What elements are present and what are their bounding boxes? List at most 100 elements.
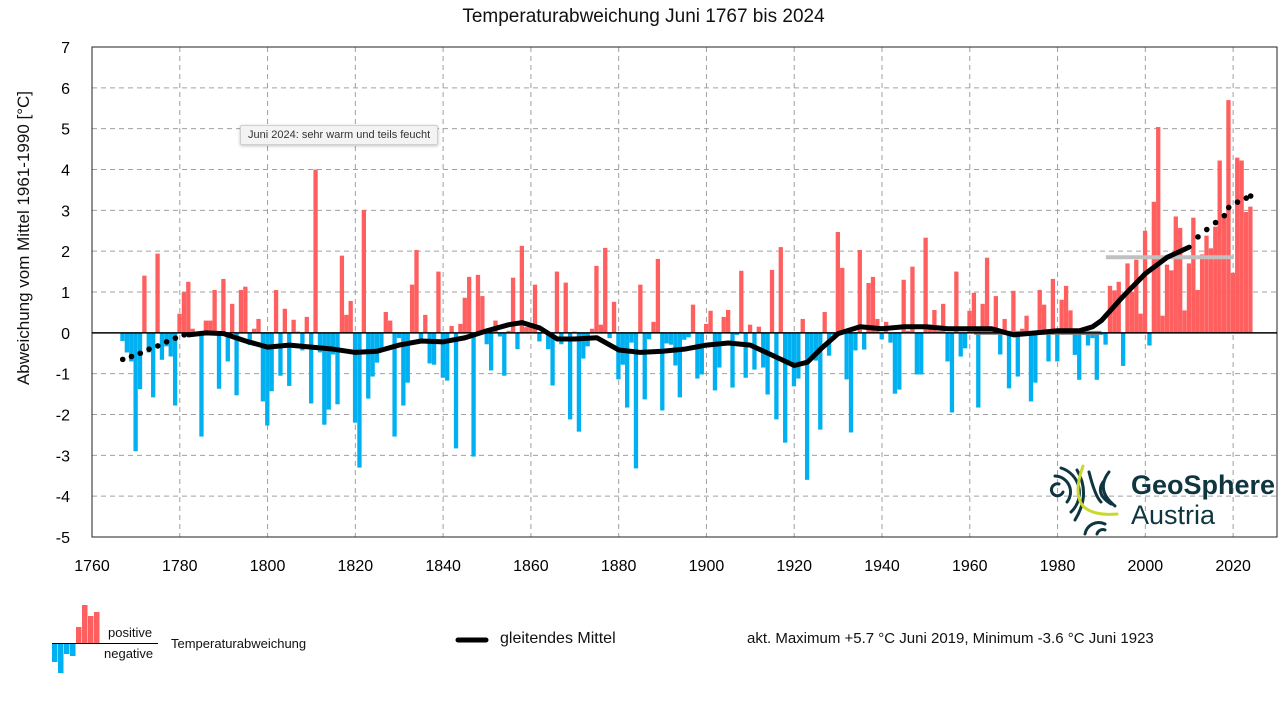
bar-negative <box>607 332 612 339</box>
bar-negative <box>330 332 336 355</box>
bar-positive <box>704 323 709 333</box>
bar-positive <box>436 271 441 333</box>
moving-average-dot <box>146 346 152 352</box>
bar-negative <box>488 332 494 371</box>
y-tick-label: 0 <box>61 326 70 343</box>
bar-negative <box>743 332 748 378</box>
bar-positive <box>348 300 353 333</box>
bar-positive <box>1239 160 1244 333</box>
x-tick-label: 1840 <box>425 558 461 575</box>
bar-positive <box>866 283 871 333</box>
bar-negative <box>949 332 955 413</box>
bar-positive <box>739 270 744 333</box>
bar-positive <box>256 318 261 333</box>
bar-positive <box>835 231 840 333</box>
moving-average-dot <box>1212 219 1219 226</box>
legend-line-label: gleitendes Mittel <box>500 630 616 647</box>
bar-positive <box>142 275 147 333</box>
x-tick-label: 1820 <box>338 558 374 575</box>
bar-positive <box>208 320 213 333</box>
bar-negative <box>418 332 424 340</box>
bar-positive <box>971 292 977 333</box>
bar-negative <box>234 332 239 396</box>
bar-negative <box>765 332 770 395</box>
bar-negative <box>791 332 797 387</box>
bar-positive <box>519 245 524 333</box>
bar-positive <box>273 289 279 333</box>
bar-positive <box>190 328 195 333</box>
bar-negative <box>269 332 274 392</box>
bar-positive <box>1020 328 1025 333</box>
moving-average-dot <box>163 339 170 345</box>
bar-positive <box>506 330 511 333</box>
bar-negative <box>774 332 779 420</box>
legend-marks <box>52 605 489 673</box>
y-axis-label: Abweichung vom Mittel 1961-1990 [°C] <box>14 90 33 386</box>
bar-negative <box>853 332 858 351</box>
bar-negative <box>502 332 507 376</box>
bar-negative <box>133 332 138 452</box>
bar-negative <box>366 332 371 399</box>
bar-negative <box>405 332 410 383</box>
bar-negative <box>686 332 691 338</box>
geosphere-logo: GeoSphere Austria <box>1045 462 1280 537</box>
bar-negative <box>897 332 902 390</box>
bar-negative <box>879 332 884 340</box>
x-tick-label: 1760 <box>74 558 110 575</box>
bar-negative <box>712 332 718 391</box>
legend-bars-label: Temperaturabweichung <box>171 636 307 651</box>
y-tick-label: -4 <box>56 489 70 506</box>
bar-positive <box>870 276 876 333</box>
bar-negative <box>809 332 814 359</box>
y-tick-label: -3 <box>56 448 70 465</box>
logo-name: GeoSphere <box>1131 470 1276 500</box>
bar-positive <box>475 274 481 333</box>
legend-positive: positive <box>108 625 153 640</box>
bar-negative <box>1120 332 1126 366</box>
bar-positive <box>304 316 309 333</box>
bar-positive <box>344 314 349 333</box>
bar-negative <box>159 332 165 360</box>
bar-positive <box>1142 230 1148 333</box>
bar-positive <box>690 304 696 333</box>
bar-negative <box>831 332 836 335</box>
bar-positive <box>1230 272 1235 333</box>
bar-positive <box>554 271 560 333</box>
bar-positive <box>993 296 998 333</box>
legend-negative-swatch <box>52 644 58 662</box>
bar-positive <box>984 257 990 333</box>
bar-positive <box>901 279 906 333</box>
legend-negative-swatch <box>64 644 70 654</box>
bar-negative <box>787 332 792 366</box>
bar-positive <box>221 278 226 333</box>
chart-title: Temperaturabweichung Juni 1767 bis 2024 <box>462 6 825 27</box>
bar-positive <box>708 310 713 333</box>
bar-positive <box>905 330 911 333</box>
bar-negative <box>322 332 327 425</box>
bar-positive <box>510 277 516 333</box>
bar-negative <box>629 332 634 343</box>
bar-negative <box>431 332 437 365</box>
bar-negative <box>660 332 665 411</box>
bar-positive <box>1169 270 1174 333</box>
bar-positive <box>756 326 761 333</box>
bar-negative <box>682 332 687 340</box>
y-tick-label: 1 <box>61 285 70 302</box>
bar-positive <box>611 301 617 333</box>
bar-negative <box>752 332 757 370</box>
bar-negative <box>958 332 963 357</box>
bar-negative <box>1015 332 1020 377</box>
bar-negative <box>199 332 204 437</box>
bar-positive <box>1041 304 1047 333</box>
bar-positive <box>1129 291 1135 333</box>
bar-negative <box>848 332 854 433</box>
bar-positive <box>1226 100 1231 333</box>
bar-negative <box>260 332 266 402</box>
bar-negative <box>471 332 476 457</box>
bar-positive <box>1186 263 1192 333</box>
bar-negative <box>1055 332 1060 362</box>
bar-positive <box>980 303 985 333</box>
bar-positive <box>1011 290 1016 333</box>
bar-positive <box>383 312 388 333</box>
x-tick-label: 1880 <box>601 558 637 575</box>
